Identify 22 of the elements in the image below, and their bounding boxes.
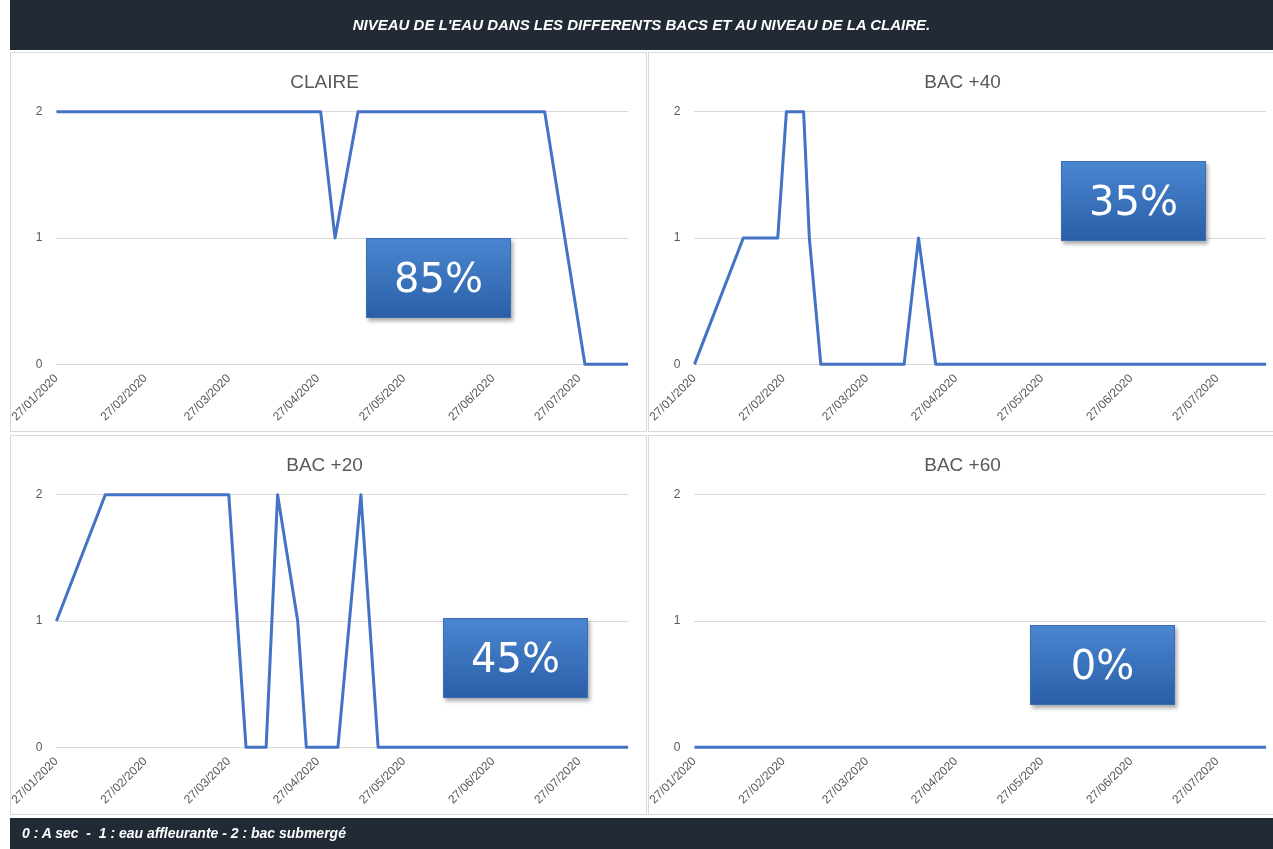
y-tick-label: 0	[673, 356, 681, 371]
y-tick-label: 0	[35, 739, 43, 754]
y-tick-label: 0	[35, 356, 43, 371]
y-tick-label: 0	[673, 739, 681, 754]
chart-title: CLAIRE	[290, 70, 359, 92]
y-tick-label: 1	[673, 230, 681, 245]
annotation: 85%	[366, 238, 511, 318]
chart-title: BAC +20	[286, 453, 363, 475]
annotation: 35%	[1061, 161, 1206, 241]
y-tick-label: 1	[35, 613, 43, 628]
y-tick-label: 2	[35, 104, 43, 119]
y-tick-label: 2	[673, 104, 681, 119]
chart-title: BAC +40	[924, 70, 1001, 92]
text: NIVEAU DE L'EAU DANS LES DIFFERENTS BACS ET AU NIVEAU DE LA CLAIRE.	[10, 0, 1273, 50]
y-tick-label: 2	[35, 487, 43, 502]
y-tick-label: 1	[35, 230, 43, 245]
y-tick-label: 2	[673, 487, 681, 502]
annotation: 45%	[443, 618, 588, 698]
annotation: 0%	[1030, 625, 1175, 705]
text: 0 : A sec - 1 : eau affleurante - 2 : bac submergé	[10, 818, 1273, 849]
chart-title: BAC +60	[924, 453, 1001, 475]
y-tick-label: 1	[673, 613, 681, 628]
